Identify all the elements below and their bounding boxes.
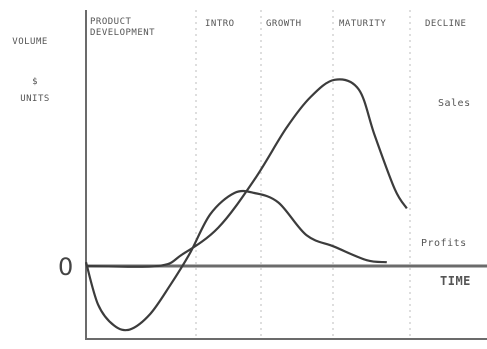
profits-curve	[84, 189, 387, 332]
y-axis-label: VOLUME $ UNITS	[12, 37, 53, 104]
y-axis-label-line: VOLUME	[12, 37, 48, 47]
stage-label-intro: INTRO	[205, 19, 235, 29]
stage-label-product-development: PRODUCT DEVELOPMENT	[90, 17, 155, 38]
y-axis-label-line: UNITS	[20, 94, 50, 104]
sales-series-label: Sales	[438, 98, 471, 109]
stage-label-growth: GROWTH	[266, 19, 302, 29]
x-axis-label: TIME	[440, 274, 471, 288]
sales-curve	[85, 78, 408, 268]
zero-label: 0	[58, 253, 73, 281]
y-axis-label-line: $	[32, 77, 38, 87]
stage-label-line: PRODUCT	[90, 17, 132, 27]
stage-label-maturity: MATURITY	[339, 19, 386, 29]
profits-series-label: Profits	[421, 238, 467, 249]
stage-label-decline: DECLINE	[425, 19, 466, 29]
stage-label-line: DEVELOPMENT	[90, 28, 155, 38]
